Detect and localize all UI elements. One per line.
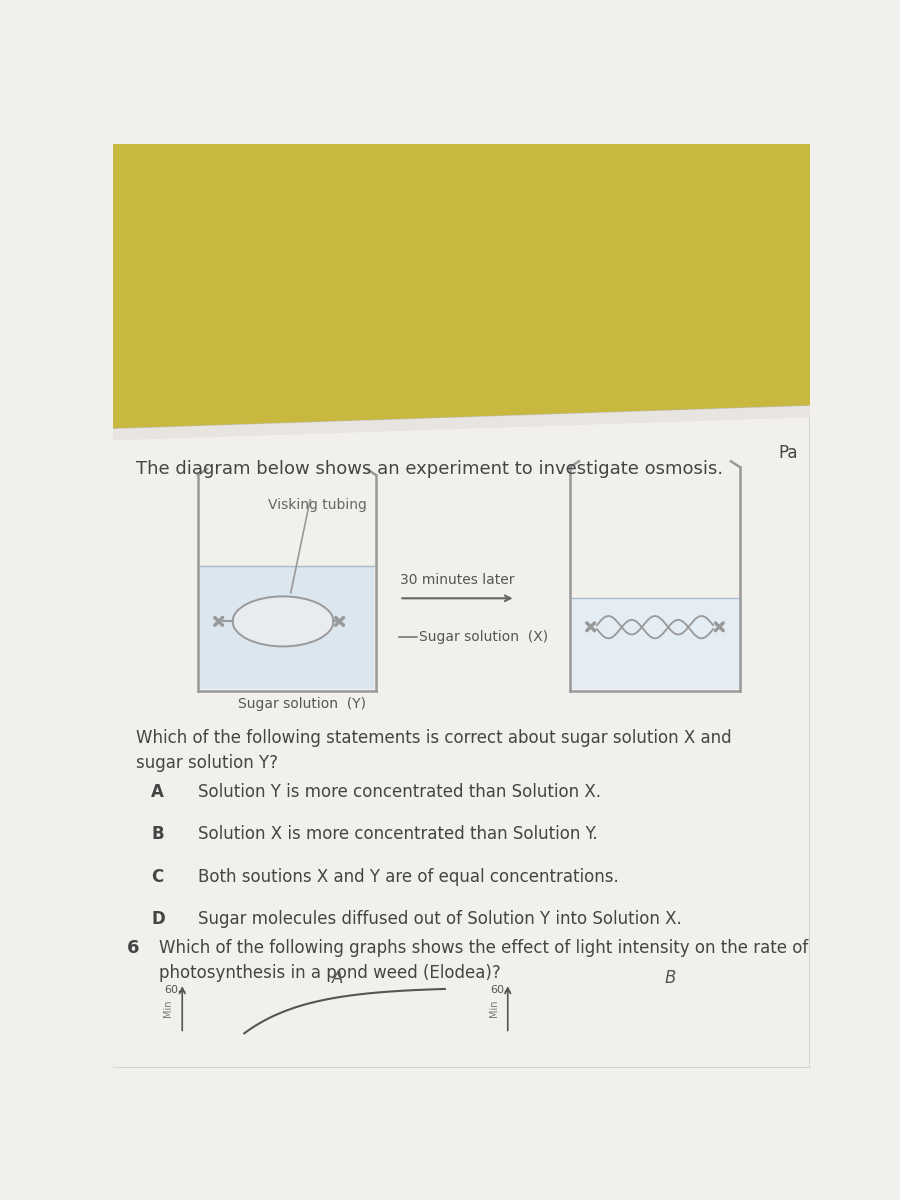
- Text: Solution X is more concentrated than Solution Y.: Solution X is more concentrated than Sol…: [198, 826, 598, 844]
- Text: 30 minutes later: 30 minutes later: [400, 572, 515, 587]
- Text: D: D: [151, 910, 165, 928]
- Bar: [199, 566, 374, 689]
- Polygon shape: [112, 406, 810, 440]
- Text: B: B: [665, 970, 676, 988]
- Text: Min: Min: [163, 1000, 174, 1018]
- Text: A: A: [151, 784, 164, 802]
- Text: Sugar molecules diffused out of Solution Y into Solution X.: Sugar molecules diffused out of Solution…: [198, 910, 681, 928]
- Text: A: A: [331, 970, 343, 988]
- Polygon shape: [112, 406, 810, 1068]
- Text: The diagram below shows an experiment to investigate osmosis.: The diagram below shows an experiment to…: [136, 460, 723, 478]
- Text: Sugar solution  (Y): Sugar solution (Y): [238, 697, 366, 710]
- Text: 60: 60: [165, 985, 178, 995]
- Text: 6: 6: [126, 938, 139, 956]
- Text: 60: 60: [490, 985, 504, 995]
- Text: Sugar solution  (X): Sugar solution (X): [418, 630, 548, 643]
- Text: Which of the following statements is correct about sugar solution X and
sugar so: Which of the following statements is cor…: [136, 730, 732, 773]
- Text: C: C: [151, 868, 164, 886]
- Ellipse shape: [232, 596, 333, 647]
- Text: Pa: Pa: [778, 444, 798, 462]
- Text: Both soutions X and Y are of equal concentrations.: Both soutions X and Y are of equal conce…: [198, 868, 618, 886]
- Text: Visking tubing: Visking tubing: [267, 498, 366, 512]
- Text: B: B: [151, 826, 164, 844]
- Polygon shape: [112, 144, 810, 498]
- Text: Solution Y is more concentrated than Solution X.: Solution Y is more concentrated than Sol…: [198, 784, 601, 802]
- Text: Min: Min: [489, 1000, 499, 1018]
- Bar: [572, 598, 739, 689]
- Text: Which of the following graphs shows the effect of light intensity on the rate of: Which of the following graphs shows the …: [159, 938, 808, 982]
